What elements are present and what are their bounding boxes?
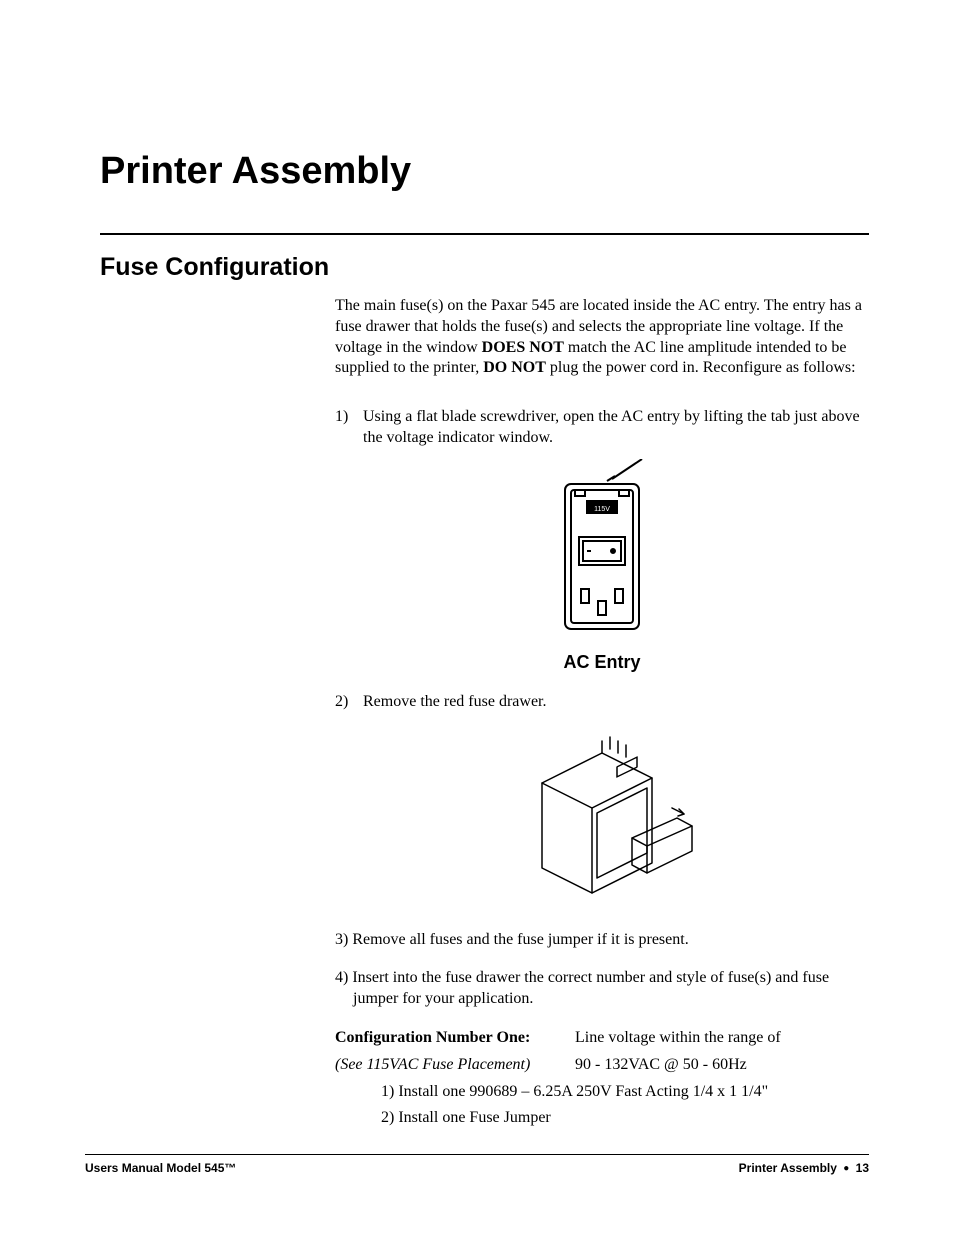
step-3: 3) Remove all fuses and the fuse jumper … [335,930,869,951]
step-4-text: 4) Insert into the fuse drawer the corre… [335,968,869,1010]
footer-section: Printer Assembly [739,1161,837,1175]
figure-caption-ac-entry: AC Entry [335,651,869,674]
config-1-sublist: 1) Install one 990689 – 6.25A 250V Fast … [381,1082,869,1130]
intro-bold-1: DOES NOT [482,339,564,356]
footer-left: Users Manual Model 545™ [85,1161,236,1175]
intro-text-c: plug the power cord in. Reconfigure as f… [546,359,856,376]
step-2-number: 2) [335,692,363,713]
config-1-label: Configuration Number One: [335,1028,575,1049]
intro-bold-2: DO NOT [483,359,546,376]
figure-fuse-drawer [335,723,869,910]
config-1-sub-2: 2) Install one Fuse Jumper [381,1108,869,1129]
config-1-row-2: (See 115VAC Fuse Placement) 90 - 132VAC … [335,1055,869,1076]
section-rule [100,233,869,235]
section-title: Fuse Configuration [100,253,869,282]
chapter-title: Printer Assembly [100,150,869,193]
intro-paragraph: The main fuse(s) on the Paxar 545 are lo… [335,296,869,379]
voltage-window-label: 115V [594,506,610,513]
config-1-range: 90 - 132VAC @ 50 - 60Hz [575,1055,869,1076]
footer-bullet-icon: ● [843,1163,849,1174]
footer-page-number: 13 [856,1161,869,1175]
config-1-sub-1: 1) Install one 990689 – 6.25A 250V Fast … [381,1082,869,1103]
step-1-text: Using a flat blade screwdriver, open the… [363,407,869,449]
ac-entry-diagram: 115V [547,459,657,634]
page-footer: Users Manual Model 545™ Printer Assembly… [85,1154,869,1175]
footer-right: Printer Assembly ● 13 [739,1161,869,1175]
fuse-drawer-diagram [502,723,702,903]
step-4: 4) Insert into the fuse drawer the corre… [335,968,869,1010]
step-1-number: 1) [335,407,363,449]
step-2-text: Remove the red fuse drawer. [363,692,869,713]
config-1-ref: (See 115VAC Fuse Placement) [335,1055,575,1076]
figure-ac-entry: 115V AC Entry [335,459,869,674]
step-2: 2) Remove the red fuse drawer. [335,692,869,713]
step-1: 1) Using a flat blade screwdriver, open … [335,407,869,449]
config-1-row-1: Configuration Number One: Line voltage w… [335,1028,869,1049]
config-1-desc: Line voltage within the range of [575,1028,869,1049]
body-column: The main fuse(s) on the Paxar 545 are lo… [335,296,869,1129]
